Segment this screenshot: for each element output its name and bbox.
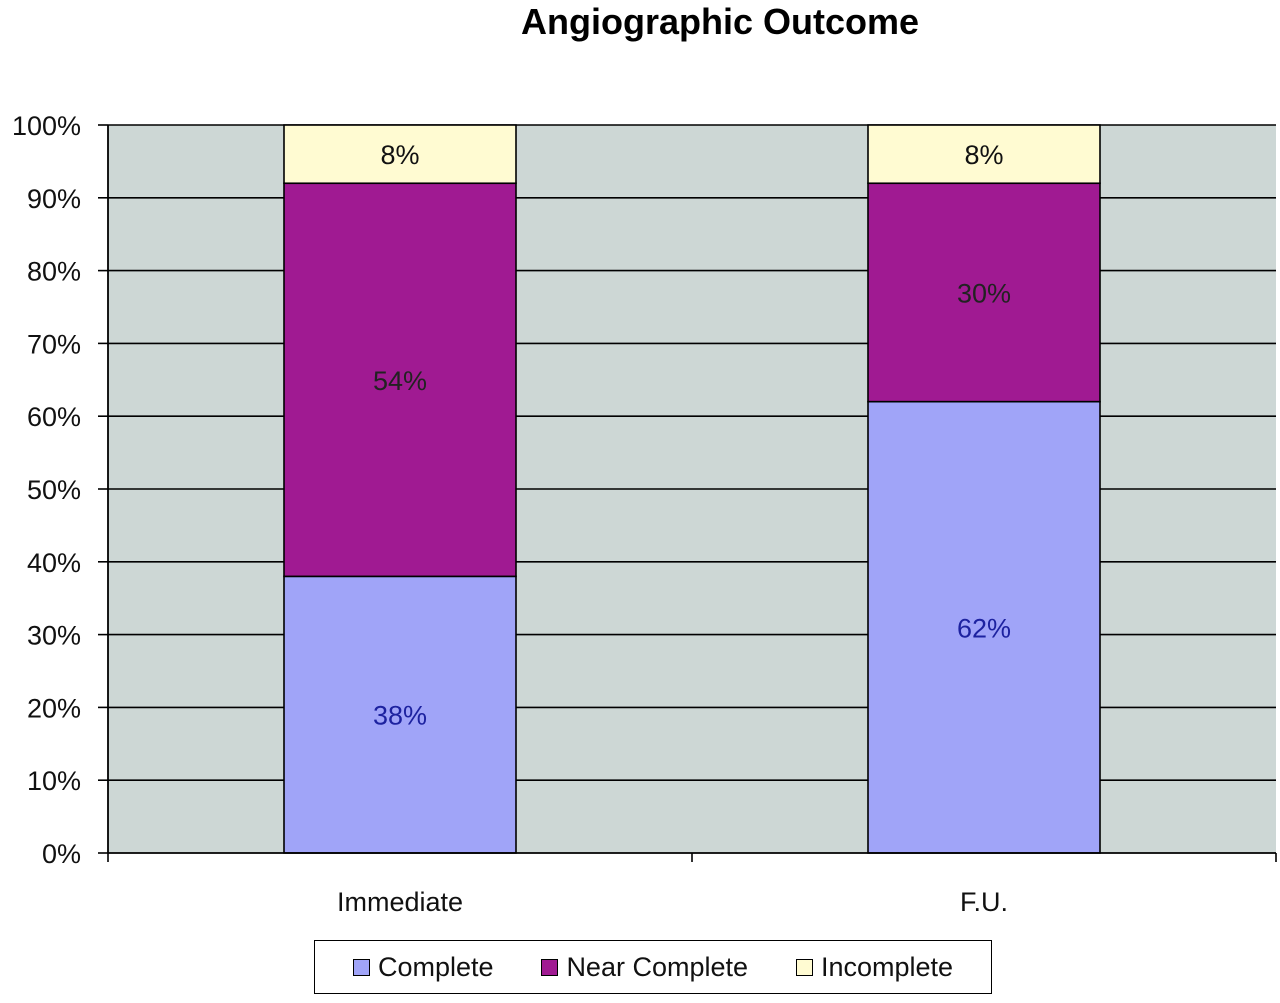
legend-swatch <box>795 958 813 976</box>
legend-label: Incomplete <box>820 951 954 982</box>
bar-segment <box>283 124 517 185</box>
legend-swatch <box>352 958 370 976</box>
data-label: 54% <box>373 366 427 396</box>
bar-segment <box>283 575 517 854</box>
data-label: 8% <box>380 140 419 170</box>
legend-label: Complete <box>377 951 494 982</box>
data-label: 62% <box>957 613 1011 643</box>
bar-segment <box>283 182 517 578</box>
y-tick-label: 50% <box>27 475 81 505</box>
legend-item: Near Complete <box>541 952 748 983</box>
x-category-label: Immediate <box>337 887 463 917</box>
legend-label: Near Complete <box>566 951 749 982</box>
bar-segment <box>867 400 1101 854</box>
bar-segment <box>867 124 1101 185</box>
legend: Complete Near Complete Incomplete <box>314 940 992 994</box>
data-label: 38% <box>373 701 427 731</box>
y-tick-label: 70% <box>27 329 81 359</box>
chart-title: Angiographic Outcome <box>520 1 920 42</box>
legend-swatch <box>541 958 559 976</box>
legend-item: Complete <box>352 951 494 983</box>
axes: 0% 10% 20% 30% 40% 50% 60% 70% 80% 90% 100% Immedia… <box>12 111 1277 917</box>
data-label: 30% <box>957 278 1011 308</box>
y-tick-label: 20% <box>27 693 81 723</box>
y-tick-label: 90% <box>27 184 81 214</box>
data-label: 8% <box>964 140 1003 170</box>
x-category-label: F.U. <box>960 887 1008 917</box>
bars: 38% 54% 8% 62% 30% 8% <box>283 124 1101 854</box>
y-tick-label: 80% <box>27 257 81 287</box>
y-tick-label: 100% <box>12 111 81 141</box>
legend-item: Incomplete <box>795 951 954 983</box>
y-tick-label: 0% <box>42 839 81 869</box>
bar-segment <box>867 182 1101 403</box>
y-tick-label: 30% <box>27 621 81 651</box>
y-tick-label: 60% <box>27 402 81 432</box>
y-tick-label: 40% <box>27 548 81 578</box>
y-tick-label: 10% <box>27 766 81 796</box>
